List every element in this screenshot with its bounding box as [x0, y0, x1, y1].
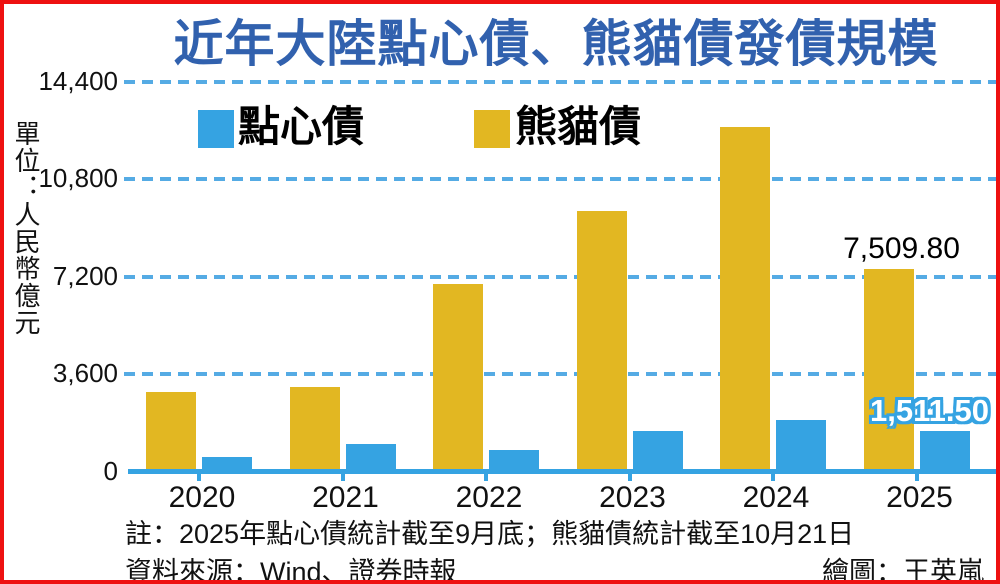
- panda-bond-bar-2022: [433, 284, 483, 474]
- x-axis-label-2021: 2021: [312, 481, 379, 514]
- x-axis-label-2022: 2022: [455, 481, 523, 514]
- x-axis-label-2025: 2025: [886, 481, 953, 514]
- x-tick-2025: [914, 472, 919, 481]
- x-tick-2022: [484, 472, 488, 481]
- gridline-14400: [124, 80, 996, 84]
- panda-bond-bar-2023: [576, 211, 627, 474]
- legend-label-panda-bond: 熊貓債: [515, 103, 642, 150]
- x-tick-2020: [197, 472, 201, 481]
- dimsum-bond-bar-2025: [919, 431, 970, 474]
- plot-area: 14,400 10,800 7,200 3,600 0 2020 2021 2022 2023 2…: [4, 4, 996, 580]
- gridline-3600: [124, 372, 996, 376]
- value-label-panda-2025: 7,509.80: [843, 232, 960, 265]
- panda-bond-bar-2021: [289, 387, 340, 474]
- dimsum-bond-bar-2023: [632, 431, 683, 474]
- y-axis-unit-label: 單位：人民幣億元: [11, 120, 41, 336]
- x-tick-2021: [340, 472, 345, 481]
- y-axis-label-10800: 10,800: [38, 163, 118, 193]
- x-axis-label-2023: 2023: [599, 481, 666, 514]
- panda-bond-bar-2024: [720, 127, 770, 474]
- y-axis-label-7200: 7,200: [52, 261, 118, 291]
- x-axis-line: [128, 469, 996, 474]
- gridline-10800: [124, 177, 996, 181]
- x-axis-label-2020: 2020: [168, 481, 236, 514]
- legend-swatch-dimsum-bond: [198, 110, 234, 148]
- dimsum-bond-bar-2024: [776, 420, 826, 474]
- x-tick-2023: [627, 472, 632, 481]
- data-source: 資料來源：Wind、證券時報: [125, 557, 457, 584]
- y-axis-label-3600: 3,600: [52, 358, 118, 388]
- x-axis-label-2024: 2024: [742, 481, 810, 514]
- illustrator-credit: 繪圖：王英嵐: [822, 557, 984, 584]
- y-axis-label-0: 0: [103, 456, 118, 486]
- x-tick-2024: [771, 472, 775, 481]
- footnote: 註：2025年點心債統計截至9月底；熊貓債統計截至10月21日: [125, 519, 855, 549]
- y-axis-label-14400: 14,400: [38, 66, 118, 96]
- chart-title: 近年大陸點心債、熊貓債發債規模: [173, 16, 939, 72]
- gridline-7200: [124, 275, 996, 279]
- value-label-dimsum-2025: 1,511.50: [870, 393, 989, 428]
- panda-bond-bar-2020: [146, 392, 196, 474]
- legend-swatch-panda-bond: [474, 110, 510, 148]
- panda-bond-bar-2025: [863, 269, 914, 474]
- legend-label-dimsum-bond: 點心債: [238, 103, 365, 150]
